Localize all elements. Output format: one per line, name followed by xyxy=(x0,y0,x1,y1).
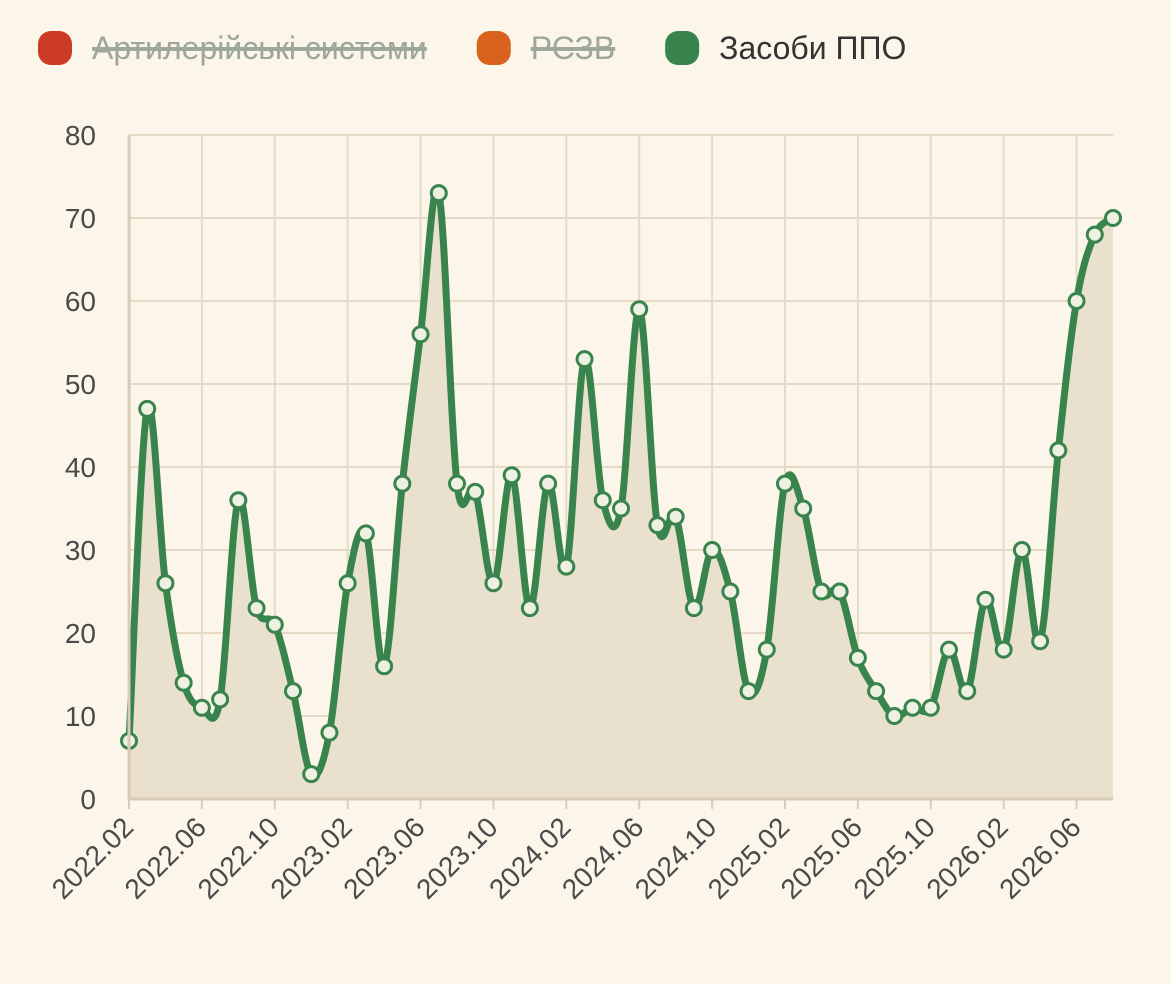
y-tick-label: 30 xyxy=(65,535,96,566)
point xyxy=(302,765,321,784)
y-tick-label: 70 xyxy=(65,203,96,234)
point xyxy=(958,682,977,701)
point xyxy=(812,582,831,601)
x-tick-label: 2026.06 xyxy=(993,811,1086,904)
point xyxy=(320,723,339,742)
y-tick-label: 80 xyxy=(65,120,96,151)
point xyxy=(739,682,758,701)
point xyxy=(575,350,594,369)
point xyxy=(429,184,448,203)
point xyxy=(539,474,558,493)
point xyxy=(448,474,466,493)
point xyxy=(921,698,940,717)
point xyxy=(356,524,375,543)
y-tick-label: 40 xyxy=(65,452,96,483)
y-tick-label: 20 xyxy=(65,618,96,649)
point xyxy=(794,499,813,518)
legend-swatch xyxy=(665,31,700,65)
point xyxy=(520,599,539,618)
point xyxy=(1049,441,1068,460)
point xyxy=(593,491,612,510)
point xyxy=(484,574,503,593)
point xyxy=(375,657,394,676)
point xyxy=(630,300,649,319)
point xyxy=(1012,541,1031,559)
point xyxy=(757,640,776,659)
point xyxy=(411,325,430,344)
legend-swatch xyxy=(476,31,511,65)
point xyxy=(994,640,1013,659)
y-tick-label: 60 xyxy=(65,286,96,317)
point xyxy=(211,690,230,709)
point xyxy=(976,590,995,609)
legend-swatch xyxy=(38,31,72,65)
point xyxy=(229,491,248,510)
y-tick-label: 0 xyxy=(80,784,96,815)
point xyxy=(830,582,849,601)
point xyxy=(721,582,740,601)
point xyxy=(1104,209,1122,227)
point xyxy=(174,673,193,692)
point xyxy=(703,541,722,559)
point xyxy=(393,474,412,493)
legend-label[interactable]: Засоби ППО xyxy=(719,30,906,66)
point xyxy=(1031,632,1050,651)
plot xyxy=(120,184,1122,800)
point xyxy=(466,482,485,501)
y-tick-label: 50 xyxy=(65,369,96,400)
point xyxy=(138,399,157,418)
y-tick-label: 10 xyxy=(65,701,96,732)
point xyxy=(612,499,630,518)
point xyxy=(903,698,922,717)
point xyxy=(684,599,703,618)
area xyxy=(129,189,1113,800)
point xyxy=(502,466,521,485)
point xyxy=(848,648,867,667)
point xyxy=(265,615,284,634)
point xyxy=(156,574,175,593)
point xyxy=(247,599,266,618)
legend: Артилерійські системи РСЗВ Засоби ППО xyxy=(38,30,906,66)
point xyxy=(338,574,357,593)
point xyxy=(666,507,685,526)
point xyxy=(776,474,794,493)
point xyxy=(1085,225,1104,244)
point xyxy=(940,640,958,659)
point xyxy=(885,707,904,725)
point xyxy=(284,682,302,701)
point xyxy=(867,682,886,701)
point xyxy=(648,516,667,535)
point xyxy=(557,557,576,576)
point xyxy=(192,698,211,717)
point xyxy=(1067,292,1086,310)
